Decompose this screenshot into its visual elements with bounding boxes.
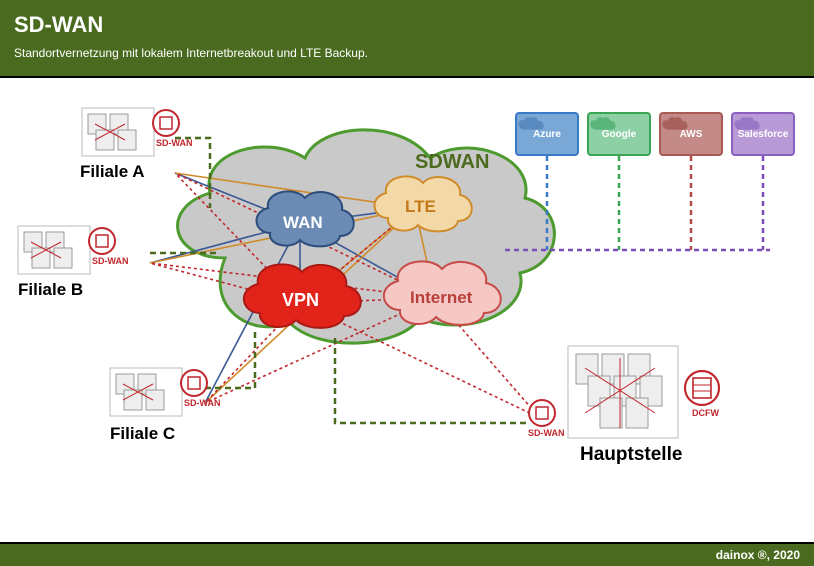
hq-equipment (529, 346, 719, 438)
svg-text:LTE: LTE (405, 197, 436, 216)
sdwan-cloud (178, 130, 555, 343)
hq-sdwan-label: SD-WAN (528, 428, 565, 438)
hq-dcfw-label: DCFW (692, 408, 719, 418)
svg-text:Internet: Internet (410, 288, 473, 307)
site-b-label: Filiale B (18, 280, 83, 300)
wan-cloud: WAN (256, 191, 353, 246)
site-c-device-label: SD-WAN (184, 398, 221, 408)
provider-azure: Azure (515, 112, 579, 156)
site-a-equipment (82, 108, 179, 156)
provider-google: Google (587, 112, 651, 156)
vpn-cloud: VPN (244, 264, 361, 328)
site-b-equipment (18, 226, 115, 274)
svg-text:WAN: WAN (283, 213, 323, 232)
lte-cloud: LTE (374, 176, 471, 231)
footer-text: dainox ®, 2020 (716, 548, 800, 562)
site-a-device-label: SD-WAN (156, 138, 193, 148)
site-a-label: Filiale A (80, 162, 145, 182)
header: SD-WAN Standortvernetzung mit lokalem In… (0, 0, 814, 78)
sdwan-label: SDWAN (415, 151, 489, 173)
svg-text:VPN: VPN (282, 290, 319, 310)
hq-label: Hauptstelle (580, 444, 682, 466)
page-subtitle: Standortvernetzung mit lokalem Internetb… (14, 46, 800, 60)
provider-aws: AWS (659, 112, 723, 156)
footer: dainox ®, 2020 (0, 542, 814, 566)
internet-cloud: Internet (384, 261, 501, 325)
site-b-device-label: SD-WAN (92, 256, 129, 266)
site-c-equipment (110, 368, 207, 416)
site-c-label: Filiale C (110, 424, 175, 444)
provider-salesforce: Salesforce (731, 112, 795, 156)
diagram-canvas: SDWAN (0, 78, 814, 542)
page-title: SD-WAN (14, 12, 800, 38)
